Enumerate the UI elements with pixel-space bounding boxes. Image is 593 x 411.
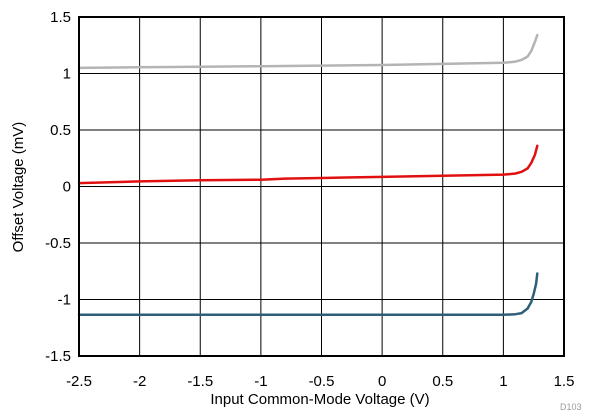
y-tick-labels: -1.5 -1 -0.5 0 0.5 1 1.5 (45, 9, 71, 365)
series-lines (77, 33, 539, 317)
y-tick-label: -0.5 (45, 235, 71, 252)
x-tick-label: -2 (133, 373, 146, 390)
x-tick-label: 1.5 (554, 373, 575, 390)
y-tick-label: -1 (58, 292, 71, 309)
series-line-2 (77, 144, 539, 185)
plot-frame (78, 16, 565, 357)
series-line-1 (77, 33, 539, 70)
figure-id: D103 (560, 402, 582, 411)
x-tick-label: 1 (499, 373, 507, 390)
x-tick-label: -2.5 (66, 373, 92, 390)
y-axis-label: Offset Voltage (mV) (10, 122, 27, 253)
x-tick-labels: -2.5 -2 -1.5 -1 -0.5 0 0.5 1 1.5 (66, 373, 574, 390)
x-tick-label: -1.5 (187, 373, 213, 390)
x-tick-label: 0 (378, 373, 386, 390)
grid-lines (78, 16, 565, 357)
y-tick-label: 1 (63, 66, 71, 83)
y-tick-label: 1.5 (50, 9, 71, 26)
y-tick-label: -1.5 (45, 348, 71, 365)
x-tick-label: -0.5 (309, 373, 335, 390)
y-tick-label: 0.5 (50, 122, 71, 139)
x-tick-label: 0.5 (432, 373, 453, 390)
x-tick-label: -1 (254, 373, 267, 390)
series-line-3 (77, 272, 539, 317)
x-axis-label: Input Common-Mode Voltage (V) (210, 391, 429, 408)
y-tick-label: 0 (63, 179, 71, 196)
